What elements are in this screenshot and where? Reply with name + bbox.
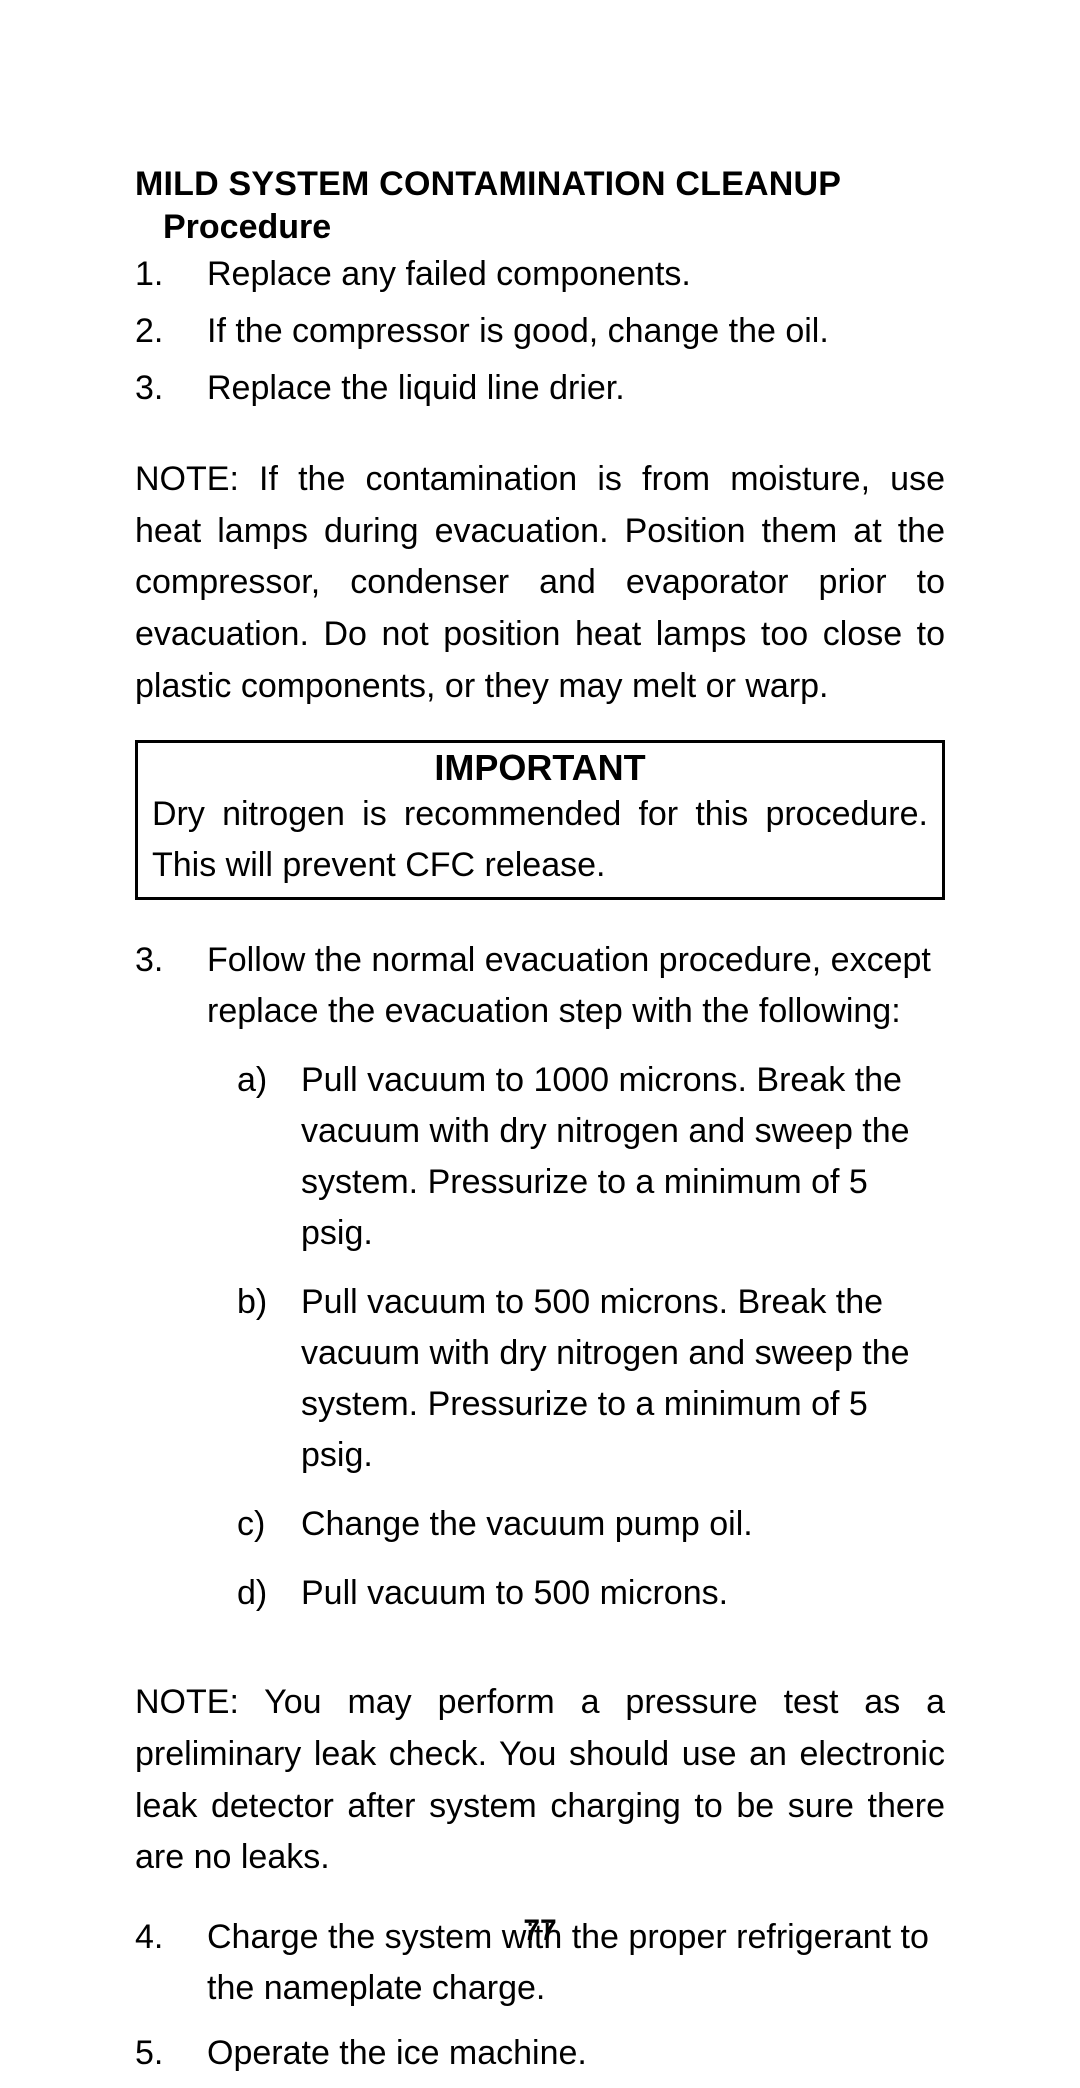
sub-list-item: a) Pull vacuum to 1000 microns. Break th… [237,1055,945,1259]
substep-text: Pull vacuum to 500 microns. [301,1568,728,1619]
step-text: Follow the normal evacuation procedure, … [207,941,931,1030]
substep-letter: b) [237,1277,301,1481]
important-callout: IMPORTANT Dry nitrogen is recommended fo… [135,740,945,900]
manual-page: MILD SYSTEM CONTAMINATION CLEANUP Proced… [0,0,1080,2088]
step-content: Follow the normal evacuation procedure, … [207,935,945,1637]
substep-letter: c) [237,1499,301,1550]
list-item: 1. Replace any failed components. [135,249,945,300]
step-number: 3. [135,363,207,414]
procedure-subheading: Procedure [135,208,945,247]
procedure-steps-first: 1. Replace any failed components. 2. If … [135,249,945,414]
section-heading: MILD SYSTEM CONTAMINATION CLEANUP [135,165,945,204]
sub-list-item: b) Pull vacuum to 500 microns. Break the… [237,1277,945,1481]
page-number: 77 [0,1914,1080,1948]
sub-list-item: d) Pull vacuum to 500 microns. [237,1568,945,1619]
step-number: 5. [135,2028,207,2079]
important-body: Dry nitrogen is recommended for this pro… [138,789,942,897]
substeps-list: a) Pull vacuum to 1000 microns. Break th… [237,1055,945,1619]
note-paragraph: NOTE: You may perform a pressure test as… [135,1677,945,1884]
important-title: IMPORTANT [138,743,942,789]
step-number: 1. [135,249,207,300]
procedure-step3: 3. Follow the normal evacuation procedur… [135,935,945,1637]
sub-list-item: c) Change the vacuum pump oil. [237,1499,945,1550]
substep-letter: a) [237,1055,301,1259]
step-number: 2. [135,306,207,357]
step-text: Replace the liquid line drier. [207,363,625,414]
list-item: 3. Follow the normal evacuation procedur… [135,935,945,1637]
substep-letter: d) [237,1568,301,1619]
list-item: 5. Operate the ice machine. [135,2028,945,2079]
step-text: Replace any failed components. [207,249,691,300]
substep-text: Pull vacuum to 500 microns. Break the va… [301,1277,945,1481]
list-item: 3. Replace the liquid line drier. [135,363,945,414]
substep-text: Pull vacuum to 1000 microns. Break the v… [301,1055,945,1259]
step-text: If the compressor is good, change the oi… [207,306,829,357]
step-number: 3. [135,935,207,1637]
substep-text: Change the vacuum pump oil. [301,1499,753,1550]
note-paragraph: NOTE: If the contamination is from moist… [135,454,945,712]
step-text: Operate the ice machine. [207,2028,587,2079]
list-item: 2. If the compressor is good, change the… [135,306,945,357]
